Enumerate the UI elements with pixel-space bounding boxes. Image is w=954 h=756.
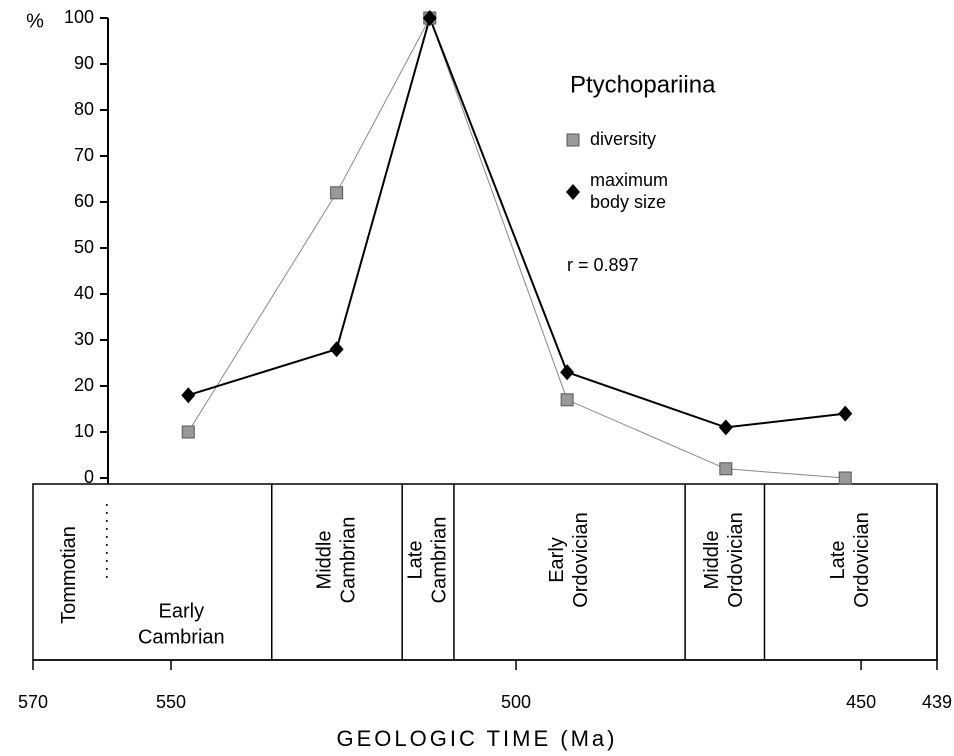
- y-tick-label: 40: [74, 283, 94, 303]
- y-tick-label: 50: [74, 237, 94, 257]
- y-tick-label: 80: [74, 99, 94, 119]
- marker-square: [838, 471, 852, 485]
- marker-diamond: [329, 341, 344, 358]
- x-tick-label: 439: [922, 692, 952, 712]
- x-tick-label: 450: [846, 692, 876, 712]
- marker-diamond: [718, 419, 733, 436]
- legend-marker: [566, 184, 580, 200]
- x-tick-label: 550: [156, 692, 186, 712]
- x-axis-label: GEOLOGIC TIME (Ma): [337, 726, 618, 751]
- marker-square: [330, 186, 344, 200]
- period-label: Cambrian: [138, 626, 225, 648]
- marker-square: [560, 393, 574, 407]
- y-axis-label: %: [26, 10, 44, 32]
- marker-diamond: [181, 387, 196, 404]
- y-tick-label: 100: [64, 7, 94, 27]
- annotation: r = 0.897: [567, 255, 639, 275]
- x-tick-label: 570: [18, 692, 48, 712]
- period-label: Late: [404, 541, 426, 580]
- period-label: Middle: [313, 531, 335, 590]
- y-tick-label: 90: [74, 53, 94, 73]
- legend-label: diversity: [590, 129, 656, 149]
- period-label: Early: [159, 600, 205, 622]
- period-label: Early: [546, 537, 568, 583]
- period-label: Ordovician: [725, 512, 747, 608]
- y-tick-label: 10: [74, 421, 94, 441]
- legend-marker: [566, 133, 580, 147]
- marker-square: [181, 425, 195, 439]
- marker-diamond: [422, 10, 437, 26]
- period-label: Ordovician: [570, 512, 592, 608]
- period-label: Late: [827, 541, 849, 580]
- series-line: [187, 14, 846, 429]
- period-label: Tommotian: [58, 526, 80, 624]
- marker-diamond: [838, 405, 853, 422]
- y-tick-label: 70: [74, 145, 94, 165]
- period-label: Middle: [701, 531, 723, 590]
- y-tick-label: 60: [74, 191, 94, 211]
- legend-label: maximum: [590, 170, 668, 190]
- marker-square: [719, 462, 733, 476]
- marker-diamond: [560, 364, 575, 381]
- period-label: Ordovician: [851, 512, 873, 608]
- legend-label: body size: [590, 192, 666, 212]
- x-tick-label: 500: [501, 692, 531, 712]
- period-label: Cambrian: [337, 517, 359, 604]
- period-label: Cambrian: [428, 517, 450, 604]
- y-tick-label: 20: [74, 375, 94, 395]
- y-tick-label: 0: [84, 467, 94, 487]
- legend-title: Ptychopariina: [570, 71, 716, 98]
- y-tick-label: 30: [74, 329, 94, 349]
- series-line: [187, 16, 846, 479]
